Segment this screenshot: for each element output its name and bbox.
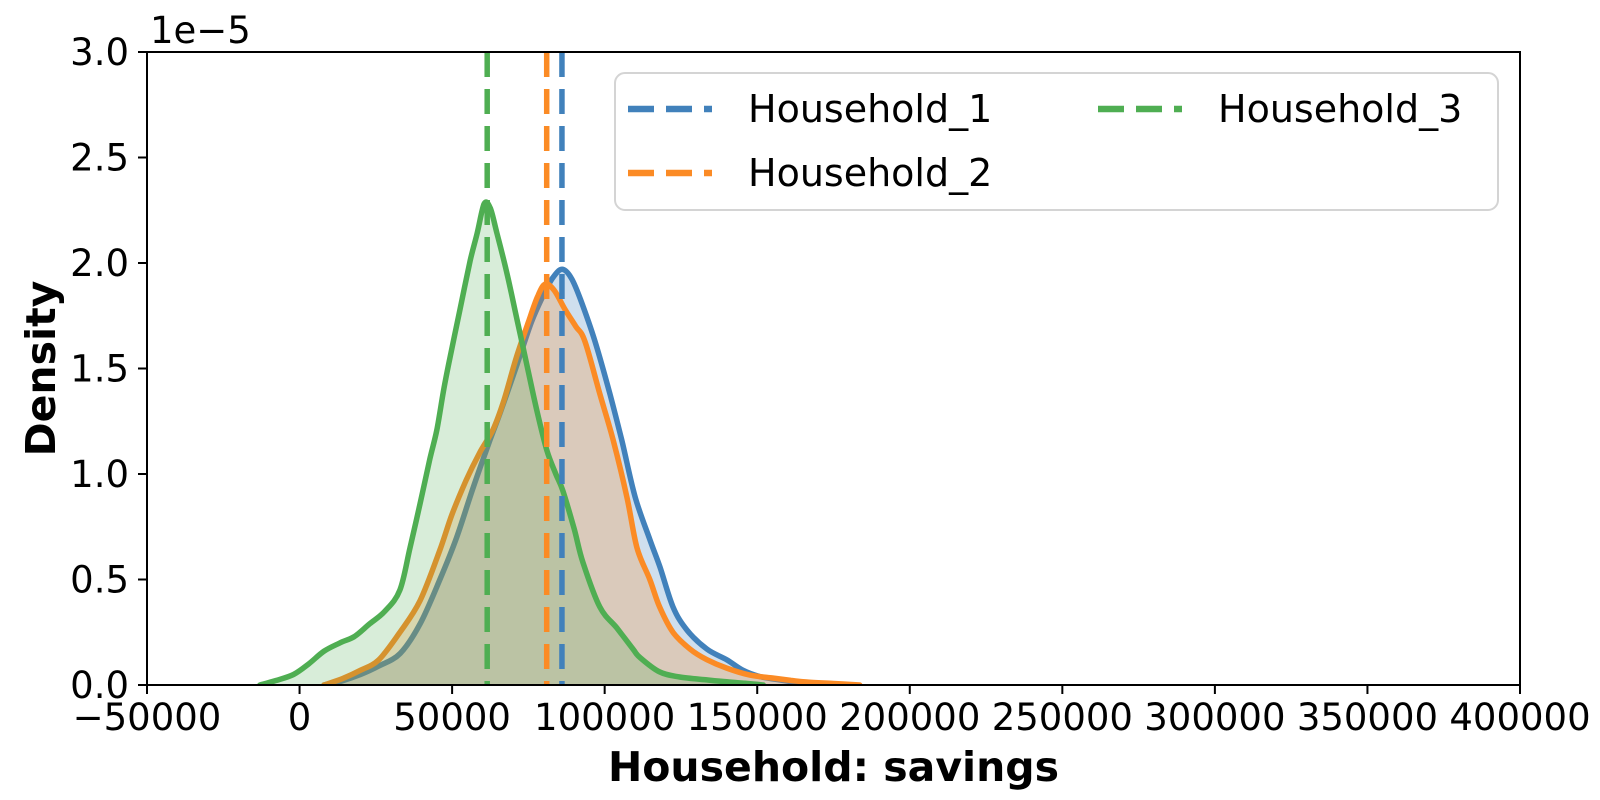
y-tick-label: 3.0: [70, 31, 129, 74]
kde-fill-household_3: [259, 202, 764, 685]
y-tick-label: 0.5: [70, 559, 129, 602]
x-tick-label: 150000: [687, 696, 828, 739]
x-tick-label: 0: [288, 696, 312, 739]
x-axis-label: Household: savings: [608, 743, 1059, 791]
x-tick-label: 350000: [1297, 696, 1438, 739]
kde-fill-household_2: [324, 283, 860, 685]
x-tick-label: 50000: [393, 696, 511, 739]
y-tick-label: 2.0: [70, 242, 129, 285]
kde-curve-household_2: [321, 281, 863, 685]
x-tick-label: 400000: [1449, 696, 1590, 739]
y-tick-label: 1.0: [70, 453, 129, 496]
y-axis-label: Density: [17, 281, 65, 457]
y-tick-label: 0.0: [70, 664, 129, 707]
y-tick-label: 2.5: [70, 137, 129, 180]
legend-box: [614, 72, 1499, 211]
kde-fill-household_1: [324, 269, 825, 685]
x-tick-label: 250000: [992, 696, 1133, 739]
kde-curve-household_1: [321, 266, 828, 685]
legend-label-household_2: Household_2: [748, 151, 992, 195]
y-axis-offset-label: 1e−5: [150, 9, 251, 52]
x-tick-label: 200000: [839, 696, 980, 739]
x-tick-label: 100000: [534, 696, 675, 739]
x-tick-label: −50000: [73, 696, 222, 739]
y-tick-label: 1.5: [70, 348, 129, 391]
x-tick-label: 300000: [1144, 696, 1285, 739]
legend-label-household_1: Household_1: [748, 87, 992, 131]
kde-curve-household_3: [257, 199, 767, 685]
legend-label-household_3: Household_3: [1218, 87, 1462, 131]
